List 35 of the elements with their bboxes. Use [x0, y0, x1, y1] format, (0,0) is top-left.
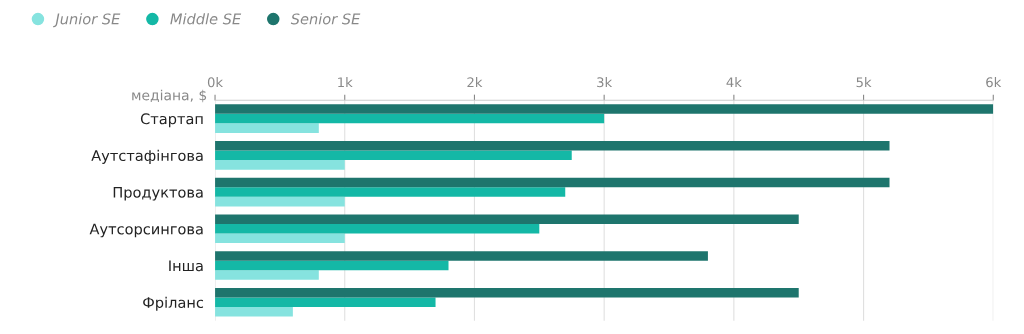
- x-tick-label: 5k: [856, 77, 872, 88]
- x-axis-title: медіана, $: [132, 89, 207, 103]
- y-tick-label: Фріланс: [143, 296, 204, 311]
- bar: [215, 140, 890, 151]
- bar: [215, 260, 449, 271]
- x-tick-label: 6k: [986, 77, 1002, 88]
- legend-label: Junior SE: [53, 13, 121, 28]
- y-tick-label: Стартап: [140, 113, 203, 128]
- x-tick-label: 4k: [726, 77, 742, 88]
- bar: [215, 160, 345, 170]
- bar: [215, 196, 345, 207]
- y-tick-label: Інша: [169, 260, 203, 272]
- bar: [215, 214, 799, 225]
- x-tick-label: 2k: [467, 77, 483, 88]
- y-tick-label: Аутстафінгова: [91, 149, 203, 164]
- bar: [215, 307, 293, 317]
- x-tick-label: 3k: [597, 77, 613, 88]
- bar: [215, 287, 799, 298]
- legend-label: Middle SE: [170, 13, 242, 25]
- y-tick-label: Продуктова: [113, 186, 203, 201]
- bar: [215, 104, 994, 114]
- y-tick-label: Аутсорсингова: [89, 223, 203, 238]
- x-tick-label: 0k: [207, 77, 224, 88]
- bar: [215, 123, 319, 133]
- bar: [215, 113, 605, 124]
- bar: [215, 270, 319, 280]
- bar: [215, 224, 540, 234]
- bar: [215, 187, 566, 197]
- legend-label: Senior SE: [290, 13, 361, 25]
- bar: [215, 177, 890, 188]
- x-tick-label: 1k: [338, 77, 353, 88]
- bar: [215, 297, 436, 308]
- bar: [215, 150, 572, 161]
- bar: [215, 233, 345, 244]
- bar: [215, 251, 708, 261]
